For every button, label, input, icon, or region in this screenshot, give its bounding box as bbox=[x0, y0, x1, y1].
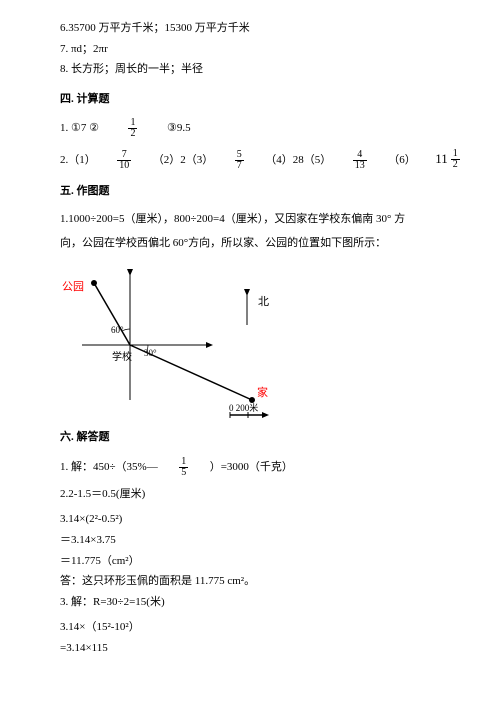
den: 10 bbox=[117, 161, 131, 171]
den: 13 bbox=[353, 161, 367, 171]
north-label: 北 bbox=[258, 295, 269, 308]
q4-2-d: （6） bbox=[388, 154, 416, 166]
s6-l4: ＝3.14×3.75 bbox=[60, 532, 450, 550]
home-label: 家 bbox=[257, 385, 268, 399]
s6-l6: 答：这只环形玉佩的面积是 11.775 cm²。 bbox=[60, 573, 450, 591]
q4-2: 2.（1） 7 10 （2）2（3） 5 7 （4）28（5） 4 13 （6）… bbox=[60, 149, 450, 171]
line-8: 8. 长方形；周长的一半；半径 bbox=[60, 61, 450, 79]
q4-2-a: 2.（1） bbox=[60, 154, 96, 166]
frac-5-7: 5 7 bbox=[235, 150, 244, 171]
frac-4-13: 4 13 bbox=[353, 150, 367, 171]
s6-l1b: ）=3000（千克） bbox=[210, 461, 293, 473]
angle-30: 30° bbox=[144, 348, 157, 358]
frac-7-10: 7 10 bbox=[117, 150, 131, 171]
den: 7 bbox=[235, 161, 244, 171]
q4-1: 1. ①7 ② 1 2 ③9.5 bbox=[60, 118, 450, 139]
scale-label: 0 200米 bbox=[229, 402, 258, 413]
q4-1-a: 1. ①7 ② bbox=[60, 122, 99, 134]
s6-l1: 1. 解：450÷（35%— 1 5 ）=3000（千克） bbox=[60, 457, 450, 478]
frac-1-5: 1 5 bbox=[179, 457, 188, 478]
angle-60: 60° bbox=[111, 325, 124, 335]
s6-l2: 2.2-1.5＝0.5(厘米) bbox=[60, 486, 450, 504]
school-label: 学校 bbox=[112, 350, 132, 363]
q4-1-b: ③9.5 bbox=[167, 122, 191, 134]
whole: 11 bbox=[435, 149, 448, 170]
s6-l3: 3.14×(2²-0.5²) bbox=[60, 511, 450, 529]
s6-l7: 3. 解：R=30÷2=15(米) bbox=[60, 594, 450, 612]
park-label: 公园 bbox=[62, 280, 84, 293]
heading-6: 六. 解答题 bbox=[60, 429, 450, 447]
den: 2 bbox=[128, 129, 137, 139]
mixed-11-1-2: 11 1 2 bbox=[435, 149, 462, 170]
s5-l1: 1.1000÷200=5（厘米），800÷200=4（厘米），又因家在学校东偏南… bbox=[60, 211, 450, 229]
den: 2 bbox=[451, 160, 460, 170]
q4-2-b: （2）2（3） bbox=[153, 154, 214, 166]
frac-1-2: 1 2 bbox=[128, 118, 137, 139]
heading-4: 四. 计算题 bbox=[60, 91, 450, 109]
s6-l5: ＝11.775（cm²） bbox=[60, 553, 450, 571]
s6-l9: =3.14×115 bbox=[60, 640, 450, 658]
s6-l8: 3.14×（15²-10²） bbox=[60, 619, 450, 637]
s5-l2: 向，公园在学校西偏北 60°方向，所以家、公园的位置如下图所示： bbox=[60, 235, 450, 253]
heading-5: 五. 作图题 bbox=[60, 183, 450, 201]
line-6: 6.35700 万平方千米；15300 万平方千米 bbox=[60, 20, 450, 38]
s6-l1a: 1. 解：450÷（35%— bbox=[60, 461, 158, 473]
q4-2-c: （4）28（5） bbox=[265, 154, 331, 166]
line-7: 7. πd；2πr bbox=[60, 41, 450, 59]
den: 5 bbox=[179, 468, 188, 478]
diagram: 公园 家 60° 30° 学校 北 0 200米 bbox=[52, 260, 332, 425]
